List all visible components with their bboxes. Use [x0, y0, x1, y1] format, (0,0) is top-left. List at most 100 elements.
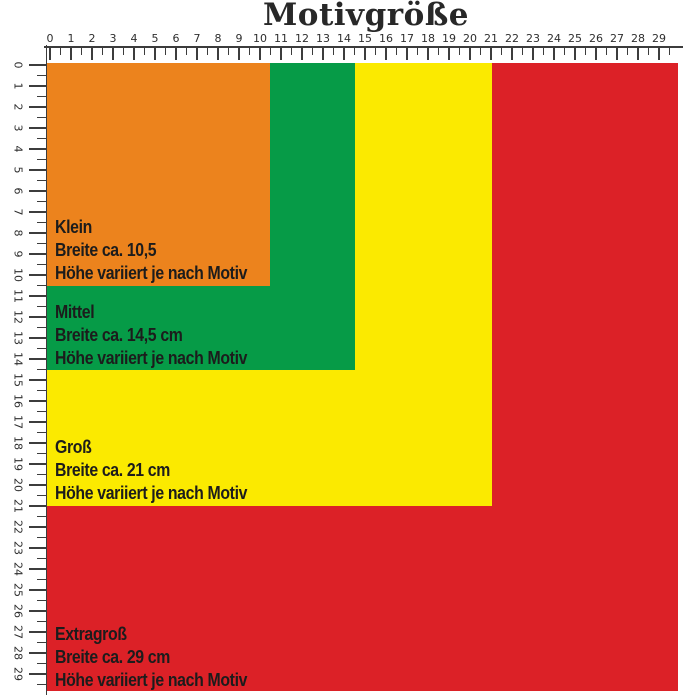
ruler-left-number: 15 — [11, 373, 25, 387]
ruler-tick — [427, 47, 429, 60]
ruler-tick — [29, 148, 46, 150]
ruler-left-number: 21 — [11, 499, 25, 513]
ruler-tick — [37, 431, 46, 434]
ruler-tick — [479, 47, 482, 55]
ruler-tick — [605, 47, 608, 55]
ruler-left-number: 25 — [11, 583, 25, 597]
ruler-left-number: 12 — [11, 310, 25, 324]
ruler-tick — [29, 106, 46, 108]
size-height-line: Höhe variiert je nach Motiv — [55, 483, 248, 503]
ruler-tick — [616, 47, 618, 60]
ruler-top-number: 17 — [400, 32, 414, 45]
ruler-tick — [29, 211, 46, 213]
ruler-top-number: 20 — [463, 32, 477, 45]
ruler-tick — [448, 47, 450, 60]
ruler-tick — [29, 484, 46, 486]
ruler-tick — [280, 47, 282, 60]
size-width-line: Breite ca. 21 cm — [55, 460, 171, 480]
ruler-left-number: 14 — [11, 352, 25, 366]
size-name: Mittel — [55, 302, 95, 322]
ruler-tick — [37, 242, 46, 245]
size-label-block-gross: Groß Breite ca. 21 cm Höhe variiert je n… — [55, 436, 247, 505]
ruler-left-number: 1 — [11, 82, 25, 90]
ruler-tick — [364, 47, 366, 60]
ruler-tick — [37, 473, 46, 476]
ruler-tick — [227, 47, 230, 55]
ruler-tick — [29, 169, 46, 171]
size-width-line: Breite ca. 29 cm — [55, 647, 171, 667]
ruler-tick — [395, 47, 398, 55]
size-label-block-extragross: Extragroß Breite ca. 29 cm Höhe variiert… — [55, 623, 247, 692]
ruler-top-number: 21 — [484, 32, 498, 45]
ruler-tick — [37, 200, 46, 203]
size-height-line: Höhe variiert je nach Motiv — [55, 670, 248, 690]
ruler-tick — [37, 557, 46, 560]
ruler-tick — [37, 515, 46, 518]
size-name: Groß — [55, 437, 92, 457]
ruler-tick — [322, 47, 324, 60]
ruler-left-number: 3 — [11, 124, 25, 132]
ruler-left-number: 5 — [11, 166, 25, 174]
ruler-tick — [29, 442, 46, 444]
ruler-tick — [37, 263, 46, 266]
ruler-tick — [217, 47, 219, 60]
ruler-top-number: 8 — [214, 32, 222, 45]
ruler-tick — [133, 47, 135, 60]
ruler-tick — [238, 47, 240, 60]
ruler-tick — [91, 47, 93, 60]
ruler-tick — [29, 316, 46, 318]
ruler-top-number: 10 — [253, 32, 267, 45]
ruler-tick — [196, 47, 198, 60]
ruler-tick — [29, 337, 46, 339]
ruler-tick — [29, 652, 46, 654]
ruler-tick — [122, 47, 125, 55]
size-width-line: Breite ca. 14,5 cm — [55, 325, 183, 345]
ruler-tick — [500, 47, 503, 55]
ruler-top-number: 24 — [547, 32, 561, 45]
ruler-left-number: 23 — [11, 541, 25, 555]
ruler-tick — [29, 463, 46, 465]
ruler-top-number: 7 — [193, 32, 201, 45]
ruler-tick — [29, 253, 46, 255]
ruler-left-number: 4 — [11, 145, 25, 153]
size-name: Klein — [55, 217, 92, 237]
ruler-left-number: 17 — [11, 415, 25, 429]
ruler-tick — [29, 505, 46, 507]
ruler-tick — [206, 47, 209, 55]
ruler-tick — [626, 47, 629, 55]
ruler-tick — [175, 47, 177, 60]
ruler-tick — [37, 536, 46, 539]
ruler-tick — [385, 47, 387, 60]
ruler-tick — [29, 631, 46, 633]
ruler-tick — [29, 568, 46, 570]
ruler-top-number: 1 — [67, 32, 75, 45]
ruler-tick — [37, 368, 46, 371]
ruler-tick — [553, 47, 555, 60]
ruler-tick — [29, 400, 46, 402]
ruler-tick — [70, 47, 72, 60]
ruler-tick — [29, 589, 46, 591]
ruler-top-number: 3 — [109, 32, 117, 45]
ruler-tick — [37, 137, 46, 140]
ruler-tick — [29, 295, 46, 297]
ruler-top-number: 5 — [151, 32, 159, 45]
size-name: Extragroß — [55, 624, 127, 644]
ruler-tick — [259, 47, 261, 60]
ruler-top-number: 22 — [505, 32, 519, 45]
ruler-tick — [37, 389, 46, 392]
ruler-tick — [353, 47, 356, 55]
ruler-tick — [29, 358, 46, 360]
ruler-tick — [37, 74, 46, 77]
ruler-tick — [29, 421, 46, 423]
ruler-top-number: 12 — [295, 32, 309, 45]
ruler-left-number: 6 — [11, 187, 25, 195]
ruler-tick — [248, 47, 251, 55]
ruler-top-number: 19 — [442, 32, 456, 45]
ruler-left-number: 18 — [11, 436, 25, 450]
ruler-left-number: 10 — [11, 268, 25, 282]
ruler-tick — [532, 47, 534, 60]
ruler-tick — [37, 662, 46, 665]
ruler-tick — [595, 47, 597, 60]
ruler-tick — [59, 47, 62, 55]
